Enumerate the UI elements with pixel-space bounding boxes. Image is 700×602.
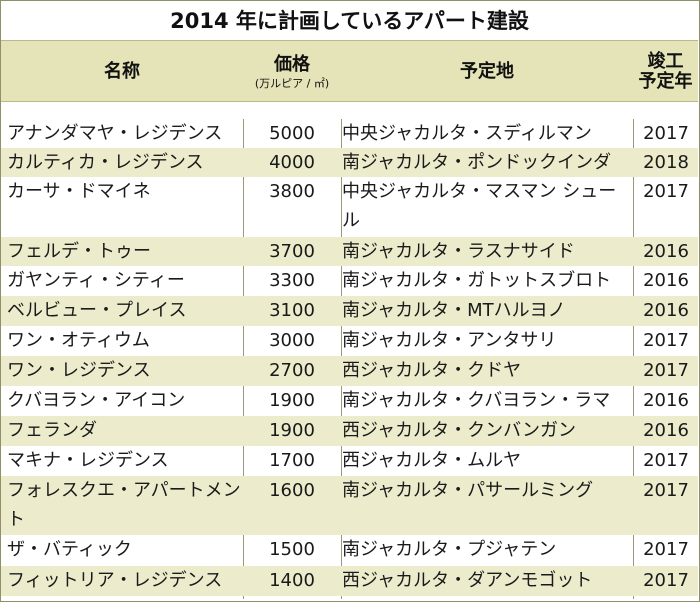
header-location: 予定地 [341,41,633,103]
cell-year: 2017 [643,450,689,471]
cell-price: 1400 [269,570,315,591]
cell-year: 2017 [643,123,689,144]
cell-name: フォレスクエ・アパートメント [7,480,241,530]
cell-name: ワン・オティウム [7,330,150,351]
cell-price: 3100 [269,300,315,321]
cell-year: 2017 [643,570,689,591]
cell-name: フェルデ・トゥー [7,241,151,262]
cell-location: 南ジャカルタ・パサールミング [342,480,594,501]
table-row: クバヨラン・アイコン 1900 南ジャカルタ・クバヨラン・ラマ 2016 [1,386,698,416]
table-row: アナンダマヤ・レジデンス 5000 中央ジャカルタ・スディルマン 2017 [1,119,698,148]
cell-name: ザ・バティック [7,539,132,560]
header-price-label: 価格 [274,53,310,75]
cell-location: 西ジャカルタ・クンバンガン [342,420,576,441]
header-completion-line1: 竣工 [647,51,684,72]
header-completion: 竣工 予定年 [633,41,698,103]
cell-price: 1700 [269,450,315,471]
cell-name: ガヤンティ・シティー [7,270,185,291]
cell-year: 2016 [643,390,689,411]
cell-location: 南ジャカルタ・ラスナサイド [342,241,575,262]
cell-name: カルティカ・レジデンス [7,152,204,173]
cell-location: 中央ジャカルタ・スディルマン [342,123,592,144]
cell-price: 1900 [269,420,315,441]
table-row: ワン・オティウム 3000 南ジャカルタ・アンタサリ 2017 [1,326,698,356]
cell-price: 5000 [269,123,315,144]
cell-location: 南ジャカルタ・ガトットスブロト [342,270,612,291]
cell-location: 南ジャカルタ・プジャテン [342,539,557,560]
cell-name: カーサ・ドマイネ [7,181,151,202]
table-row: ワン・レジデンス 2700 西ジャカルタ・クドヤ 2017 [1,356,698,386]
header-name: 名称 [1,41,243,103]
cell-year: 2016 [643,241,689,262]
cell-name: クバヨラン・アイコン [7,390,186,411]
cell-price: 2700 [269,360,315,381]
cell-name: マキナ・レジデンス [7,450,169,471]
table-row: カーサ・ドマイネ 3800 中央ジャカルタ・マスマン シュール 2017 [1,177,698,237]
cell-location: 中央ジャカルタ・マスマン シュール [342,181,617,231]
cell-price: 1600 [269,480,315,501]
cell-year: 2017 [643,360,689,381]
header-price-unit: (万ルピア / ㎡) [254,76,330,90]
table-row: マキナ・レジデンス 1700 西ジャカルタ・ムルヤ 2017 [1,446,698,476]
cell-year: 2017 [643,539,689,560]
cell-price: 1500 [269,539,315,560]
table-row: ベルビュー・プレイス 3100 南ジャカルタ・MTハルヨノ 2016 [1,296,698,326]
cell-name: アナンダマヤ・レジデンス [7,123,223,144]
table-row: フィットリア・レジデンス 1400 西ジャカルタ・ダアンモゴット 2017 [1,566,698,596]
cell-year: 2017 [643,181,689,202]
cell-name: ワン・レジデンス [7,360,151,381]
header-name-label: 名称 [104,61,140,82]
header-price: 価格 (万ルピア / ㎡) [243,41,341,103]
cell-location: 南ジャカルタ・ポンドックインダ [342,152,612,173]
cell-name: フェランダ [7,420,97,441]
cell-location: 南ジャカルタ・アンタサリ [342,330,557,351]
cell-location: 西ジャカルタ・クドヤ [342,360,522,381]
table-row: ガヤンティ・シティー 3300 南ジャカルタ・ガトットスブロト 2016 [1,266,698,296]
header-location-label: 予定地 [460,61,514,82]
cell-location: 南ジャカルタ・クバヨラン・ラマ [342,390,611,411]
cell-price: 3300 [269,270,315,291]
cell-price: 3000 [269,330,315,351]
table-row: カルティカ・レジデンス 4000 南ジャカルタ・ポンドックインダ 2018 [1,148,698,177]
cell-price: 4000 [269,152,315,173]
header-completion-line2: 予定年 [638,71,693,92]
cell-year: 2016 [643,300,689,321]
cell-year: 2017 [643,330,689,351]
table-row: フェルデ・トゥー 3700 南ジャカルタ・ラスナサイド 2016 [1,237,698,266]
cell-location: 西ジャカルタ・ムルヤ [342,450,522,471]
cell-price: 3700 [269,241,315,262]
cell-year: 2017 [643,480,689,501]
cell-name: フィットリア・レジデンス [7,570,223,591]
cell-year: 2016 [643,420,689,441]
table-row: フェランダ 1900 西ジャカルタ・クンバンガン 2016 [1,416,698,446]
cell-year: 2016 [643,270,689,291]
table-row: ザ・バティック 1500 南ジャカルタ・プジャテン 2017 [1,535,698,566]
table-title: 2014 年に計画しているアパート建設 [170,9,529,33]
cell-name: ベルビュー・プレイス [7,300,187,321]
cell-location: 南ジャカルタ・MTハルヨノ [342,300,566,321]
table-header: 名称 価格 (万ルピア / ㎡) 予定地 竣工 予定年 [1,40,698,102]
cell-year: 2018 [643,152,689,173]
cell-price: 1900 [269,390,315,411]
cell-location: 西ジャカルタ・ダアンモゴット [342,570,593,591]
table-row: フォレスクエ・アパートメント 1600 南ジャカルタ・パサールミング 2017 [1,476,698,535]
cell-price: 3800 [269,181,315,202]
